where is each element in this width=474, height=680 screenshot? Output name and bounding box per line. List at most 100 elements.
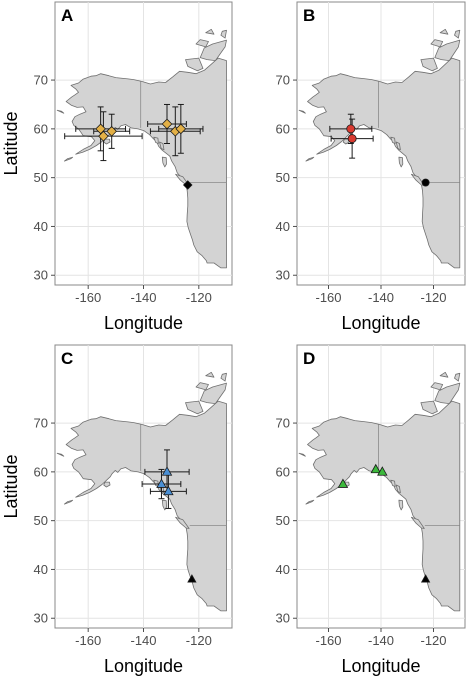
data-point: [346, 124, 356, 134]
island: [454, 372, 461, 382]
island: [64, 499, 74, 505]
island: [195, 39, 209, 48]
land-mass: [65, 57, 227, 269]
x-tick-label: -120: [420, 290, 446, 305]
island: [420, 57, 438, 72]
island: [64, 156, 74, 162]
island: [161, 156, 167, 168]
island: [195, 382, 209, 391]
y-tick-label: 50: [34, 513, 48, 528]
island: [159, 141, 165, 151]
island: [395, 484, 401, 494]
island: [305, 156, 315, 162]
x-tick-label: -120: [186, 290, 212, 305]
y-tick-label: 50: [34, 170, 48, 185]
panel-letter: C: [61, 349, 73, 368]
data-point: [337, 478, 349, 488]
y-tick-label: 70: [276, 416, 290, 431]
reference-point: [187, 574, 197, 583]
y-tick-label: 60: [34, 121, 48, 136]
y-tick-label: 50: [276, 170, 290, 185]
island: [56, 452, 65, 457]
island: [430, 39, 444, 48]
y-tick-label: 30: [276, 611, 290, 626]
chart-panel-c: C -160 -140 -120 30 40 50 60 70 Longitude Latitude: [1, 344, 233, 676]
x-tick-label: -160: [315, 633, 341, 648]
island: [454, 29, 461, 39]
data-point: [161, 118, 173, 130]
island: [220, 372, 227, 382]
island: [398, 499, 404, 511]
island: [411, 516, 425, 529]
data-point: [377, 466, 388, 476]
x-tick-label: -140: [130, 633, 156, 648]
island: [205, 28, 215, 35]
island: [205, 371, 215, 378]
panel-letter: A: [61, 6, 73, 25]
x-axis-title: Longitude: [341, 656, 420, 676]
island: [199, 382, 227, 404]
island: [305, 499, 315, 505]
y-tick-label: 40: [276, 219, 290, 234]
chart-panel-b: B -160 -140 -120 30 40 50 60 70 Longitude: [276, 1, 466, 333]
x-tick-label: -160: [315, 290, 341, 305]
x-axis-title: Longitude: [104, 313, 183, 333]
data-point: [161, 466, 173, 476]
panel-letter: B: [303, 6, 315, 25]
island: [175, 516, 190, 529]
y-axis-title: Latitude: [1, 111, 21, 175]
chart-panel-d: D -160 -140 -120 30 40 50 60 70 Longitude: [276, 344, 466, 676]
reference-point: [421, 178, 430, 187]
data-point: [98, 130, 109, 142]
island: [439, 371, 449, 378]
island: [199, 39, 227, 61]
x-axis-title: Longitude: [104, 656, 183, 676]
land-mass: [307, 57, 461, 269]
island: [56, 109, 65, 114]
data-point: [106, 125, 118, 137]
y-tick-label: 30: [276, 268, 290, 283]
y-tick-label: 70: [34, 416, 48, 431]
x-tick-label: -120: [420, 633, 446, 648]
island: [420, 400, 438, 415]
island: [395, 141, 401, 151]
x-tick-label: -140: [130, 290, 156, 305]
x-axis-title: Longitude: [341, 313, 420, 333]
x-tick-label: -140: [368, 290, 394, 305]
reference-point: [182, 180, 193, 190]
island: [153, 136, 159, 144]
island: [430, 382, 444, 391]
island: [185, 400, 204, 415]
island: [390, 479, 396, 487]
x-tick-label: -160: [75, 633, 101, 648]
y-tick-label: 40: [34, 562, 48, 577]
y-tick-label: 40: [34, 219, 48, 234]
panel-letter: D: [303, 349, 315, 368]
y-tick-label: 70: [276, 73, 290, 88]
island: [398, 156, 404, 168]
data-point: [370, 463, 381, 474]
x-tick-label: -120: [186, 633, 212, 648]
island: [390, 136, 396, 144]
data-point: [163, 485, 174, 496]
island: [185, 57, 204, 72]
y-tick-label: 50: [276, 513, 290, 528]
chart-panel-a: A -160 -140 -120 30 40 50 60 70 Longitude Latitude: [1, 1, 233, 333]
island: [434, 39, 461, 61]
y-tick-label: 60: [34, 464, 48, 479]
island: [298, 452, 306, 457]
data-point: [347, 134, 357, 144]
island: [103, 138, 111, 145]
island: [103, 481, 111, 488]
y-tick-label: 70: [34, 73, 48, 88]
y-tick-label: 30: [34, 611, 48, 626]
y-axis-title: Latitude: [1, 454, 21, 518]
x-tick-label: -160: [75, 290, 101, 305]
y-tick-label: 60: [276, 121, 290, 136]
island: [220, 29, 227, 39]
y-tick-label: 60: [276, 464, 290, 479]
data-point: [175, 123, 187, 135]
x-tick-label: -140: [368, 633, 394, 648]
y-tick-label: 30: [34, 268, 48, 283]
